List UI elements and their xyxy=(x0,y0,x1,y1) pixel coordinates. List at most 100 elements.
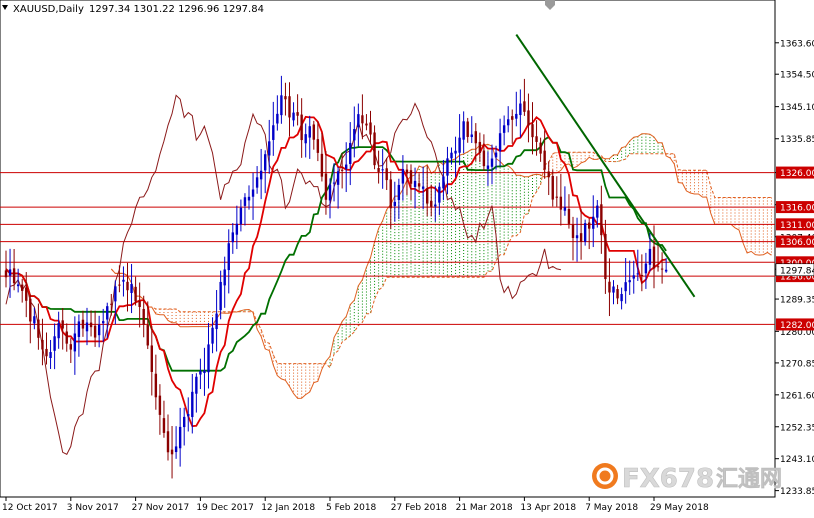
candle xyxy=(195,373,198,413)
y-tick-label: 1363.60 xyxy=(780,39,814,49)
candle-body xyxy=(575,235,579,239)
candle xyxy=(231,223,234,254)
candle xyxy=(45,332,48,365)
candle xyxy=(523,78,526,116)
candle xyxy=(426,165,429,217)
candle xyxy=(340,153,344,189)
chart-scroll-marker-icon[interactable] xyxy=(545,0,555,10)
candle xyxy=(251,172,255,220)
candle-body xyxy=(89,322,93,328)
candle xyxy=(588,218,591,250)
candle xyxy=(365,114,368,131)
candle-body xyxy=(624,282,627,292)
candle xyxy=(462,111,465,154)
candle xyxy=(16,268,20,293)
y-tick-label: 1233.85 xyxy=(780,487,814,497)
candle-body xyxy=(640,274,644,276)
candle xyxy=(187,397,190,432)
candle xyxy=(93,310,97,347)
candle xyxy=(409,164,413,201)
candle-body xyxy=(660,268,664,270)
candle xyxy=(288,82,291,137)
candle-body xyxy=(178,426,182,449)
watermark-brand-cn: 汇通网 xyxy=(716,467,782,492)
candle xyxy=(644,252,648,289)
candle xyxy=(61,308,64,350)
candle-body xyxy=(288,96,291,118)
candle-body xyxy=(110,303,113,305)
candle-body xyxy=(93,325,97,338)
candle xyxy=(656,244,660,272)
candle-body xyxy=(494,152,498,158)
candle-body xyxy=(328,184,332,201)
candle-body xyxy=(600,204,603,236)
candle-body xyxy=(470,134,473,138)
candle xyxy=(494,145,498,170)
candle xyxy=(511,109,514,144)
candle xyxy=(502,115,506,146)
candle-body xyxy=(652,246,656,269)
candle xyxy=(138,282,141,328)
candle-body xyxy=(357,114,360,128)
candle xyxy=(579,209,583,260)
candle-body xyxy=(142,308,145,325)
candle xyxy=(507,106,510,133)
candle-body xyxy=(231,232,234,243)
candle-body xyxy=(77,321,81,337)
candle xyxy=(102,308,105,342)
candle xyxy=(276,95,279,131)
candle xyxy=(73,316,77,375)
candle xyxy=(300,98,303,158)
candle-body xyxy=(255,177,259,188)
candle xyxy=(482,134,486,171)
candle xyxy=(312,120,315,150)
candle-body xyxy=(397,184,401,201)
candle-body xyxy=(373,132,376,166)
candle-body xyxy=(592,216,595,229)
candle-body xyxy=(272,125,275,140)
candle xyxy=(583,219,587,246)
candle xyxy=(215,290,218,352)
candle-body xyxy=(170,449,174,455)
x-tick-label: 3 Nov 2017 xyxy=(67,503,119,513)
chart-header: XAUUSD,Daily 1297.34 1301.22 1296.96 129… xyxy=(2,0,555,15)
candle-body xyxy=(8,269,12,276)
candle-body xyxy=(138,301,141,307)
candle-body xyxy=(61,320,64,329)
candle xyxy=(640,254,644,292)
candle xyxy=(235,205,239,250)
candle xyxy=(454,136,457,178)
candle xyxy=(349,122,352,186)
candle-body xyxy=(547,171,550,178)
candle xyxy=(357,103,360,147)
candle xyxy=(551,169,554,207)
candle-body xyxy=(134,286,137,302)
candle xyxy=(624,258,627,304)
candle-body xyxy=(243,197,247,206)
candle xyxy=(527,93,530,143)
candle xyxy=(470,116,473,144)
candle-body xyxy=(608,281,611,293)
candle-body xyxy=(664,269,668,272)
candle-body xyxy=(158,395,162,415)
candle-body xyxy=(426,188,429,204)
candle-body xyxy=(434,204,437,207)
candle xyxy=(272,101,275,156)
candle-body xyxy=(519,103,522,116)
level-price-tags: 1326.001316.001311.001306.001300.001296.… xyxy=(775,166,814,331)
y-tick-label: 1354.50 xyxy=(780,71,814,81)
candle xyxy=(191,373,194,434)
tenkan-sen-line xyxy=(5,115,667,428)
ichimoku-lines xyxy=(5,115,667,428)
candle xyxy=(616,284,619,305)
chart-menu-triangle-icon[interactable] xyxy=(2,5,8,10)
candle xyxy=(316,121,320,162)
candle-body xyxy=(523,101,526,112)
candle xyxy=(361,94,364,140)
candle xyxy=(89,310,93,337)
candle-body xyxy=(583,223,587,242)
candle-body xyxy=(588,222,591,229)
candle-body xyxy=(191,391,194,418)
candle xyxy=(25,272,28,318)
